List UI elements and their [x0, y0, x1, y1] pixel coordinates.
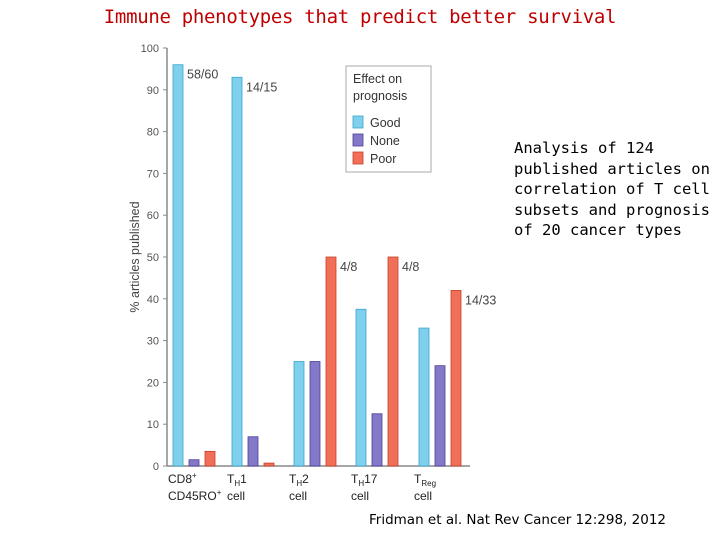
legend-label-none: None — [370, 134, 400, 148]
x-tick-label: TH17 — [351, 472, 378, 488]
bar-poor — [204, 450, 216, 467]
bar-good — [231, 76, 243, 467]
x-tick-label-line2: cell — [289, 489, 307, 503]
citation: Fridman et al. Nat Rev Cancer 12:298, 20… — [369, 512, 666, 528]
bar-good — [355, 308, 367, 467]
bar-annotation: 4/8 — [402, 260, 419, 274]
bar-poor — [263, 462, 275, 467]
x-tick-label-line2: cell — [414, 489, 432, 503]
x-tick-label-line2: cell — [227, 489, 245, 503]
legend-title-line1: Effect on — [353, 72, 402, 86]
legend-swatch-good — [352, 115, 364, 129]
y-tick-label: 90 — [147, 85, 159, 97]
x-tick-label: TH1 — [227, 472, 247, 488]
bar-good — [418, 327, 430, 467]
y-tick-label: 0 — [153, 461, 159, 473]
y-tick-label: 60 — [147, 210, 159, 222]
y-tick-label: 20 — [147, 377, 159, 389]
bar-none — [247, 436, 259, 467]
y-tick-label: 10 — [147, 419, 159, 431]
legend-swatch-none — [352, 133, 364, 147]
y-axis-label: % articles published — [128, 201, 142, 312]
y-tick-label: 40 — [147, 294, 159, 306]
bar-poor — [450, 290, 462, 467]
y-tick-label: 30 — [147, 336, 159, 348]
y-tick-label: 80 — [147, 127, 159, 139]
bar-good — [172, 64, 184, 467]
bar-none — [434, 365, 446, 467]
bar-annotation: 14/15 — [246, 80, 277, 94]
bar-poor — [325, 256, 337, 467]
legend-label-good: Good — [370, 116, 401, 130]
x-tick-label: TH2 — [289, 472, 309, 488]
bar-none — [371, 413, 383, 467]
bar-poor — [387, 256, 399, 467]
legend-label-poor: Poor — [370, 152, 396, 166]
bar-annotation: 14/33 — [465, 293, 496, 307]
side-note: Analysis of 124 published articles on co… — [514, 139, 710, 239]
y-tick-label: 100 — [141, 43, 159, 55]
legend-title-line2: prognosis — [353, 89, 407, 103]
x-tick-label: TReg — [414, 472, 436, 488]
x-tick-label: CD8+ — [168, 471, 197, 486]
slide-title: Immune phenotypes that predict better su… — [103, 6, 617, 28]
bar-none — [309, 361, 321, 467]
x-tick-label-line2: cell — [351, 489, 369, 503]
bar-annotation: 4/8 — [340, 260, 357, 274]
x-tick-label-line2: CD45RO+ — [168, 488, 222, 503]
y-tick-label: 50 — [147, 252, 159, 264]
bar-good — [293, 361, 305, 467]
bar-none — [188, 459, 200, 467]
legend-swatch-poor — [352, 151, 364, 165]
y-tick-label: 70 — [147, 168, 159, 180]
bar-annotation: 58/60 — [187, 68, 218, 82]
